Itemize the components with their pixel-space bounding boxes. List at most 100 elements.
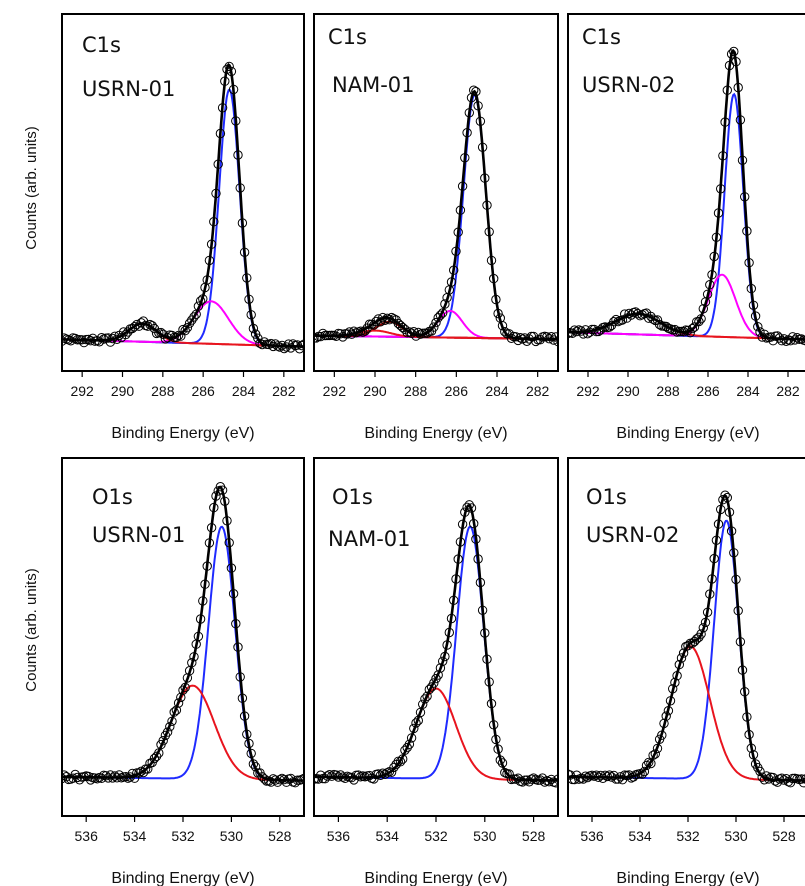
data-point [484,677,494,687]
data-point [696,314,706,324]
data-point [702,289,713,299]
data-point [528,773,539,783]
data-point [711,535,722,545]
x-tick-label: 290 [616,383,640,399]
data-point [464,500,474,510]
data-point [279,774,289,785]
data-point [471,534,481,544]
data-point [750,311,761,321]
data-point [226,563,237,573]
data-point [611,314,621,325]
data-point [455,205,466,215]
panel-4: 536 534 532 530 528 Binding Energy (eV) O1s USR… [61,457,305,886]
data-point [657,730,667,740]
data-point [753,322,763,332]
panel-1: 292 290 288 286 284 282 Binding Energy (eV) C1s… [61,13,305,442]
data-point [266,777,276,787]
data-point [275,342,285,352]
data-point [678,648,689,658]
data-point [694,316,704,327]
data-point [222,64,232,75]
data-point [327,330,337,340]
panel-frame [567,13,805,372]
x-tick-label: 536 [75,828,99,844]
data-point [96,773,107,783]
data-point [382,313,392,323]
panel-sample-label: NAM-01 [328,527,411,551]
data-point [322,330,332,341]
envelope-curve [62,62,304,348]
data-point [246,748,256,759]
data-point [429,678,439,688]
x-tick-label: 530 [724,828,748,844]
data-point [726,49,737,59]
data-point [480,173,490,183]
data-point [740,687,750,697]
data-point [482,654,492,664]
data-point [698,304,708,314]
data-point [726,526,737,536]
data-point [322,771,332,781]
data-point [455,537,466,547]
data-point [375,770,386,780]
data-point [744,258,754,268]
data-point [713,519,724,529]
data-point [742,712,752,722]
data-point [648,750,658,760]
component-curve-1 [568,92,805,341]
panel-core-level-label: C1s [82,33,121,57]
data-point [360,326,370,336]
data-point [705,589,715,599]
data-point [781,336,791,346]
data-point [418,699,428,709]
x-tick-label: 528 [522,828,546,844]
data-point [615,772,626,782]
data-point [331,331,341,341]
data-point [602,771,612,782]
data-point [220,76,230,86]
data-point [422,328,432,338]
data-point [792,333,802,343]
data-point [264,776,274,786]
plot-area [568,490,805,788]
data-point [222,516,232,526]
data-point [211,188,221,199]
data-point [259,337,270,347]
data-point [611,774,621,784]
x-tick-label: 532 [676,828,700,844]
data-point [453,554,463,564]
panel-core-level-label: C1s [328,25,367,49]
data-point [297,340,304,351]
data-point [542,776,552,786]
data-point [220,496,230,506]
data-point [167,716,177,726]
data-point [544,334,554,344]
data-point [663,706,674,716]
data-point [779,775,789,785]
data-point [435,663,446,673]
data-point [718,495,728,505]
data-point [544,777,554,787]
data-point [718,151,728,161]
data-point [151,751,162,761]
data-point [531,336,541,347]
data-point [668,684,678,694]
data-point [266,338,276,349]
data-point [211,491,221,501]
x-tick-label: 286 [191,383,215,399]
panels-group: 292 290 288 286 284 282 Binding Energy (eV) C1s… [61,13,805,886]
envelope-curve [314,89,558,341]
data-point [462,128,472,138]
data-point [204,538,215,548]
data-point [314,333,321,343]
data-point [228,84,239,95]
data-point [180,325,190,336]
data-point [460,153,470,163]
data-point [318,328,328,339]
data-point [489,720,499,730]
x-tick-label: 290 [363,383,387,399]
data-point [333,772,344,782]
data-point [231,116,241,126]
data-point [650,749,660,759]
x-tick-label: 532 [424,828,448,844]
